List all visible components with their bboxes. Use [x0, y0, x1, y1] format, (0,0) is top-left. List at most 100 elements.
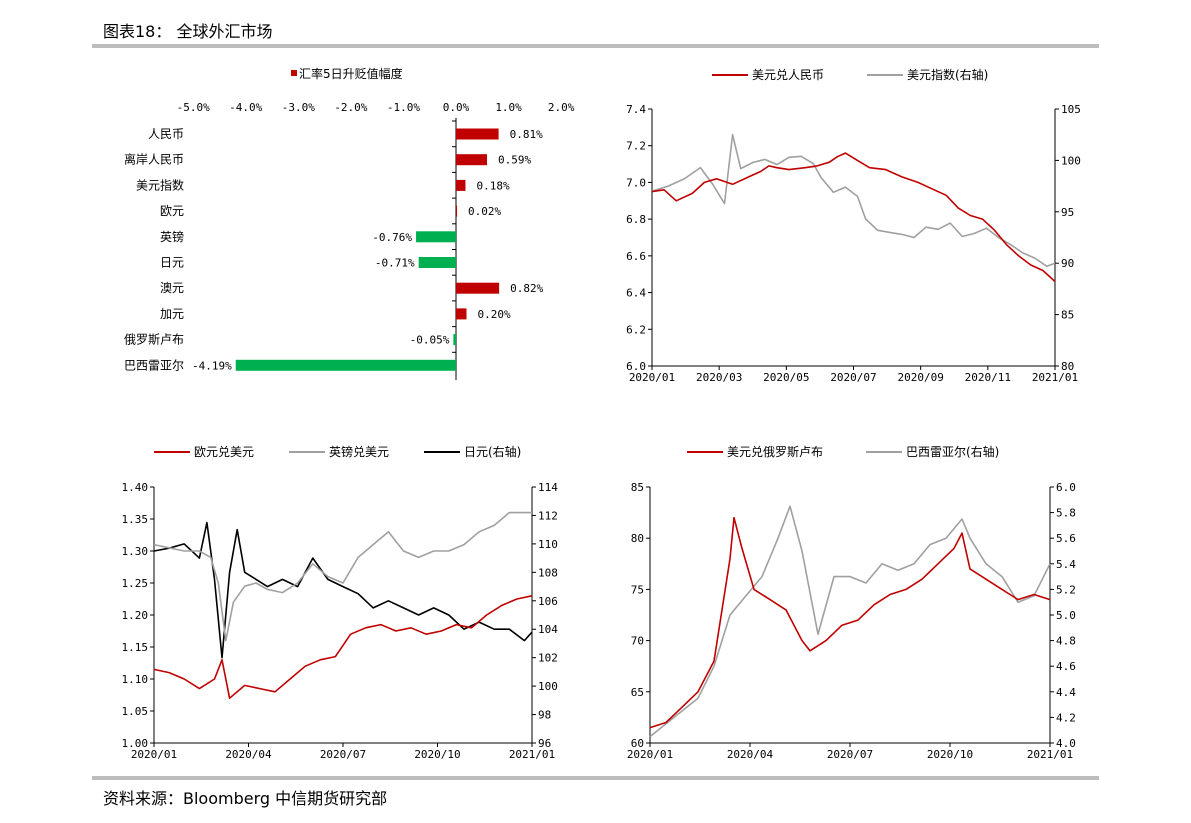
y-tick-label-left: 1.10: [122, 673, 149, 686]
x-tick-label: 2020/07: [320, 748, 366, 761]
series-line: [153, 521, 533, 659]
series-line: [153, 595, 533, 700]
x-tick-label: -2.0%: [334, 101, 367, 114]
top-divider: [92, 44, 1099, 48]
y-tick-label-left: 60: [631, 737, 644, 750]
x-tick-label: -1.0%: [387, 101, 420, 114]
y-tick-label-left: 7.0: [626, 176, 646, 189]
x-tick-label: -4.0%: [229, 101, 262, 114]
bar: [456, 282, 500, 294]
y-tick-label-right: 100: [1061, 154, 1081, 167]
data-label: -0.76%: [372, 231, 412, 244]
x-tick-label: 2020/07: [827, 748, 873, 761]
category-label: 俄罗斯卢布: [124, 332, 184, 347]
y-tick-label-left: 7.4: [626, 103, 646, 116]
y-tick-label-right: 80: [1061, 360, 1074, 373]
page-title: 图表18： 全球外汇市场: [103, 22, 273, 41]
x-tick-label: 2020/04: [727, 748, 774, 761]
bar: [456, 205, 458, 217]
y-tick-label-right: 4.0: [1056, 737, 1076, 750]
legend-label-bar: 汇率5日升贬值幅度: [299, 66, 403, 81]
y-tick-label-right: 95: [1061, 206, 1074, 219]
series-line: [651, 152, 1056, 283]
x-tick-label: 2021/01: [1032, 371, 1078, 384]
x-tick-label: 2.0%: [548, 101, 575, 114]
y-tick-label-left: 7.2: [626, 140, 646, 153]
y-tick-label-left: 6.0: [626, 360, 646, 373]
y-tick-label-right: 100: [538, 680, 558, 693]
x-tick-label: 1.0%: [495, 101, 522, 114]
y-tick-label-right: 5.4: [1056, 558, 1076, 571]
legend-swatch-bar: [291, 70, 297, 76]
y-tick-label-right: 102: [538, 652, 558, 665]
x-tick-label: 2021/01: [1027, 748, 1073, 761]
legend-label: 美元兑俄罗斯卢布: [727, 444, 823, 459]
category-label: 巴西雷亚尔: [124, 357, 184, 372]
data-label: 0.18%: [476, 179, 509, 192]
x-tick-label: 2020/04: [225, 748, 272, 761]
y-tick-label-left: 1.20: [122, 609, 149, 622]
y-tick-label-right: 5.8: [1056, 507, 1076, 520]
data-label: 0.82%: [510, 282, 543, 295]
x-tick-label: 2020/10: [927, 748, 973, 761]
y-tick-label-left: 6.4: [626, 287, 646, 300]
y-tick-label-right: 90: [1061, 257, 1074, 270]
y-tick-label-left: 1.35: [122, 513, 149, 526]
y-tick-label-right: 85: [1061, 309, 1074, 322]
legend-label: 美元兑人民币: [752, 68, 824, 82]
y-tick-label-right: 98: [538, 709, 551, 722]
y-tick-label-right: 6.0: [1056, 481, 1076, 494]
y-tick-label-left: 75: [631, 583, 644, 596]
x-tick-label: 2020/11: [965, 371, 1011, 384]
y-tick-label-left: 80: [631, 532, 644, 545]
x-tick-label: 2020/01: [629, 371, 675, 384]
x-tick-label: 2020/05: [763, 371, 809, 384]
data-label: -0.71%: [375, 257, 415, 270]
y-tick-label-left: 1.25: [122, 577, 149, 590]
source-note: 资料来源：Bloomberg 中信期货研究部: [103, 789, 388, 808]
bar: [456, 128, 499, 140]
category-label: 美元指数: [136, 177, 184, 192]
legend-label: 巴西雷亚尔(右轴): [906, 444, 999, 459]
category-label: 英镑: [160, 229, 184, 244]
y-tick-label-right: 4.6: [1056, 660, 1076, 673]
y-tick-label-right: 4.8: [1056, 635, 1076, 648]
y-tick-label-left: 70: [631, 635, 644, 648]
x-tick-label: 0.0%: [443, 101, 470, 114]
y-tick-label-left: 1.40: [122, 481, 149, 494]
y-tick-label-left: 85: [631, 481, 644, 494]
series-line: [651, 133, 1056, 268]
y-tick-label-left: 6.6: [626, 250, 646, 263]
data-label: 0.02%: [468, 205, 501, 218]
bar: [456, 308, 467, 320]
y-tick-label-right: 110: [538, 538, 558, 551]
x-tick-label: -3.0%: [282, 101, 315, 114]
y-tick-label-right: 106: [538, 595, 558, 608]
legend-label: 美元指数(右轴): [907, 67, 988, 82]
bar: [453, 334, 456, 346]
bar: [456, 154, 488, 166]
category-label: 欧元: [160, 204, 184, 218]
category-label: 日元: [160, 256, 184, 270]
legend-label: 欧元兑美元: [194, 445, 254, 459]
x-tick-label: 2021/01: [509, 748, 555, 761]
series-line: [153, 511, 532, 642]
x-tick-label: 2020/10: [414, 748, 460, 761]
category-label: 澳元: [160, 281, 184, 295]
y-tick-label-right: 5.2: [1056, 583, 1076, 596]
y-tick-label-right: 112: [538, 509, 558, 522]
y-tick-label-right: 5.6: [1056, 532, 1076, 545]
y-tick-label-left: 1.15: [122, 641, 149, 654]
bar: [416, 231, 456, 243]
data-label: -0.05%: [410, 334, 450, 347]
category-label: 加元: [160, 307, 184, 321]
x-tick-label: 2020/09: [897, 371, 943, 384]
y-tick-label-right: 108: [538, 566, 558, 579]
y-tick-label-right: 5.0: [1056, 609, 1076, 622]
x-tick-label: -5.0%: [177, 101, 210, 114]
category-label: 离岸人民币: [124, 152, 184, 167]
y-tick-label-left: 6.8: [626, 213, 646, 226]
y-tick-label-right: 4.2: [1056, 711, 1076, 724]
y-tick-label-right: 104: [538, 623, 558, 636]
legend-label: 日元(右轴): [464, 444, 521, 459]
